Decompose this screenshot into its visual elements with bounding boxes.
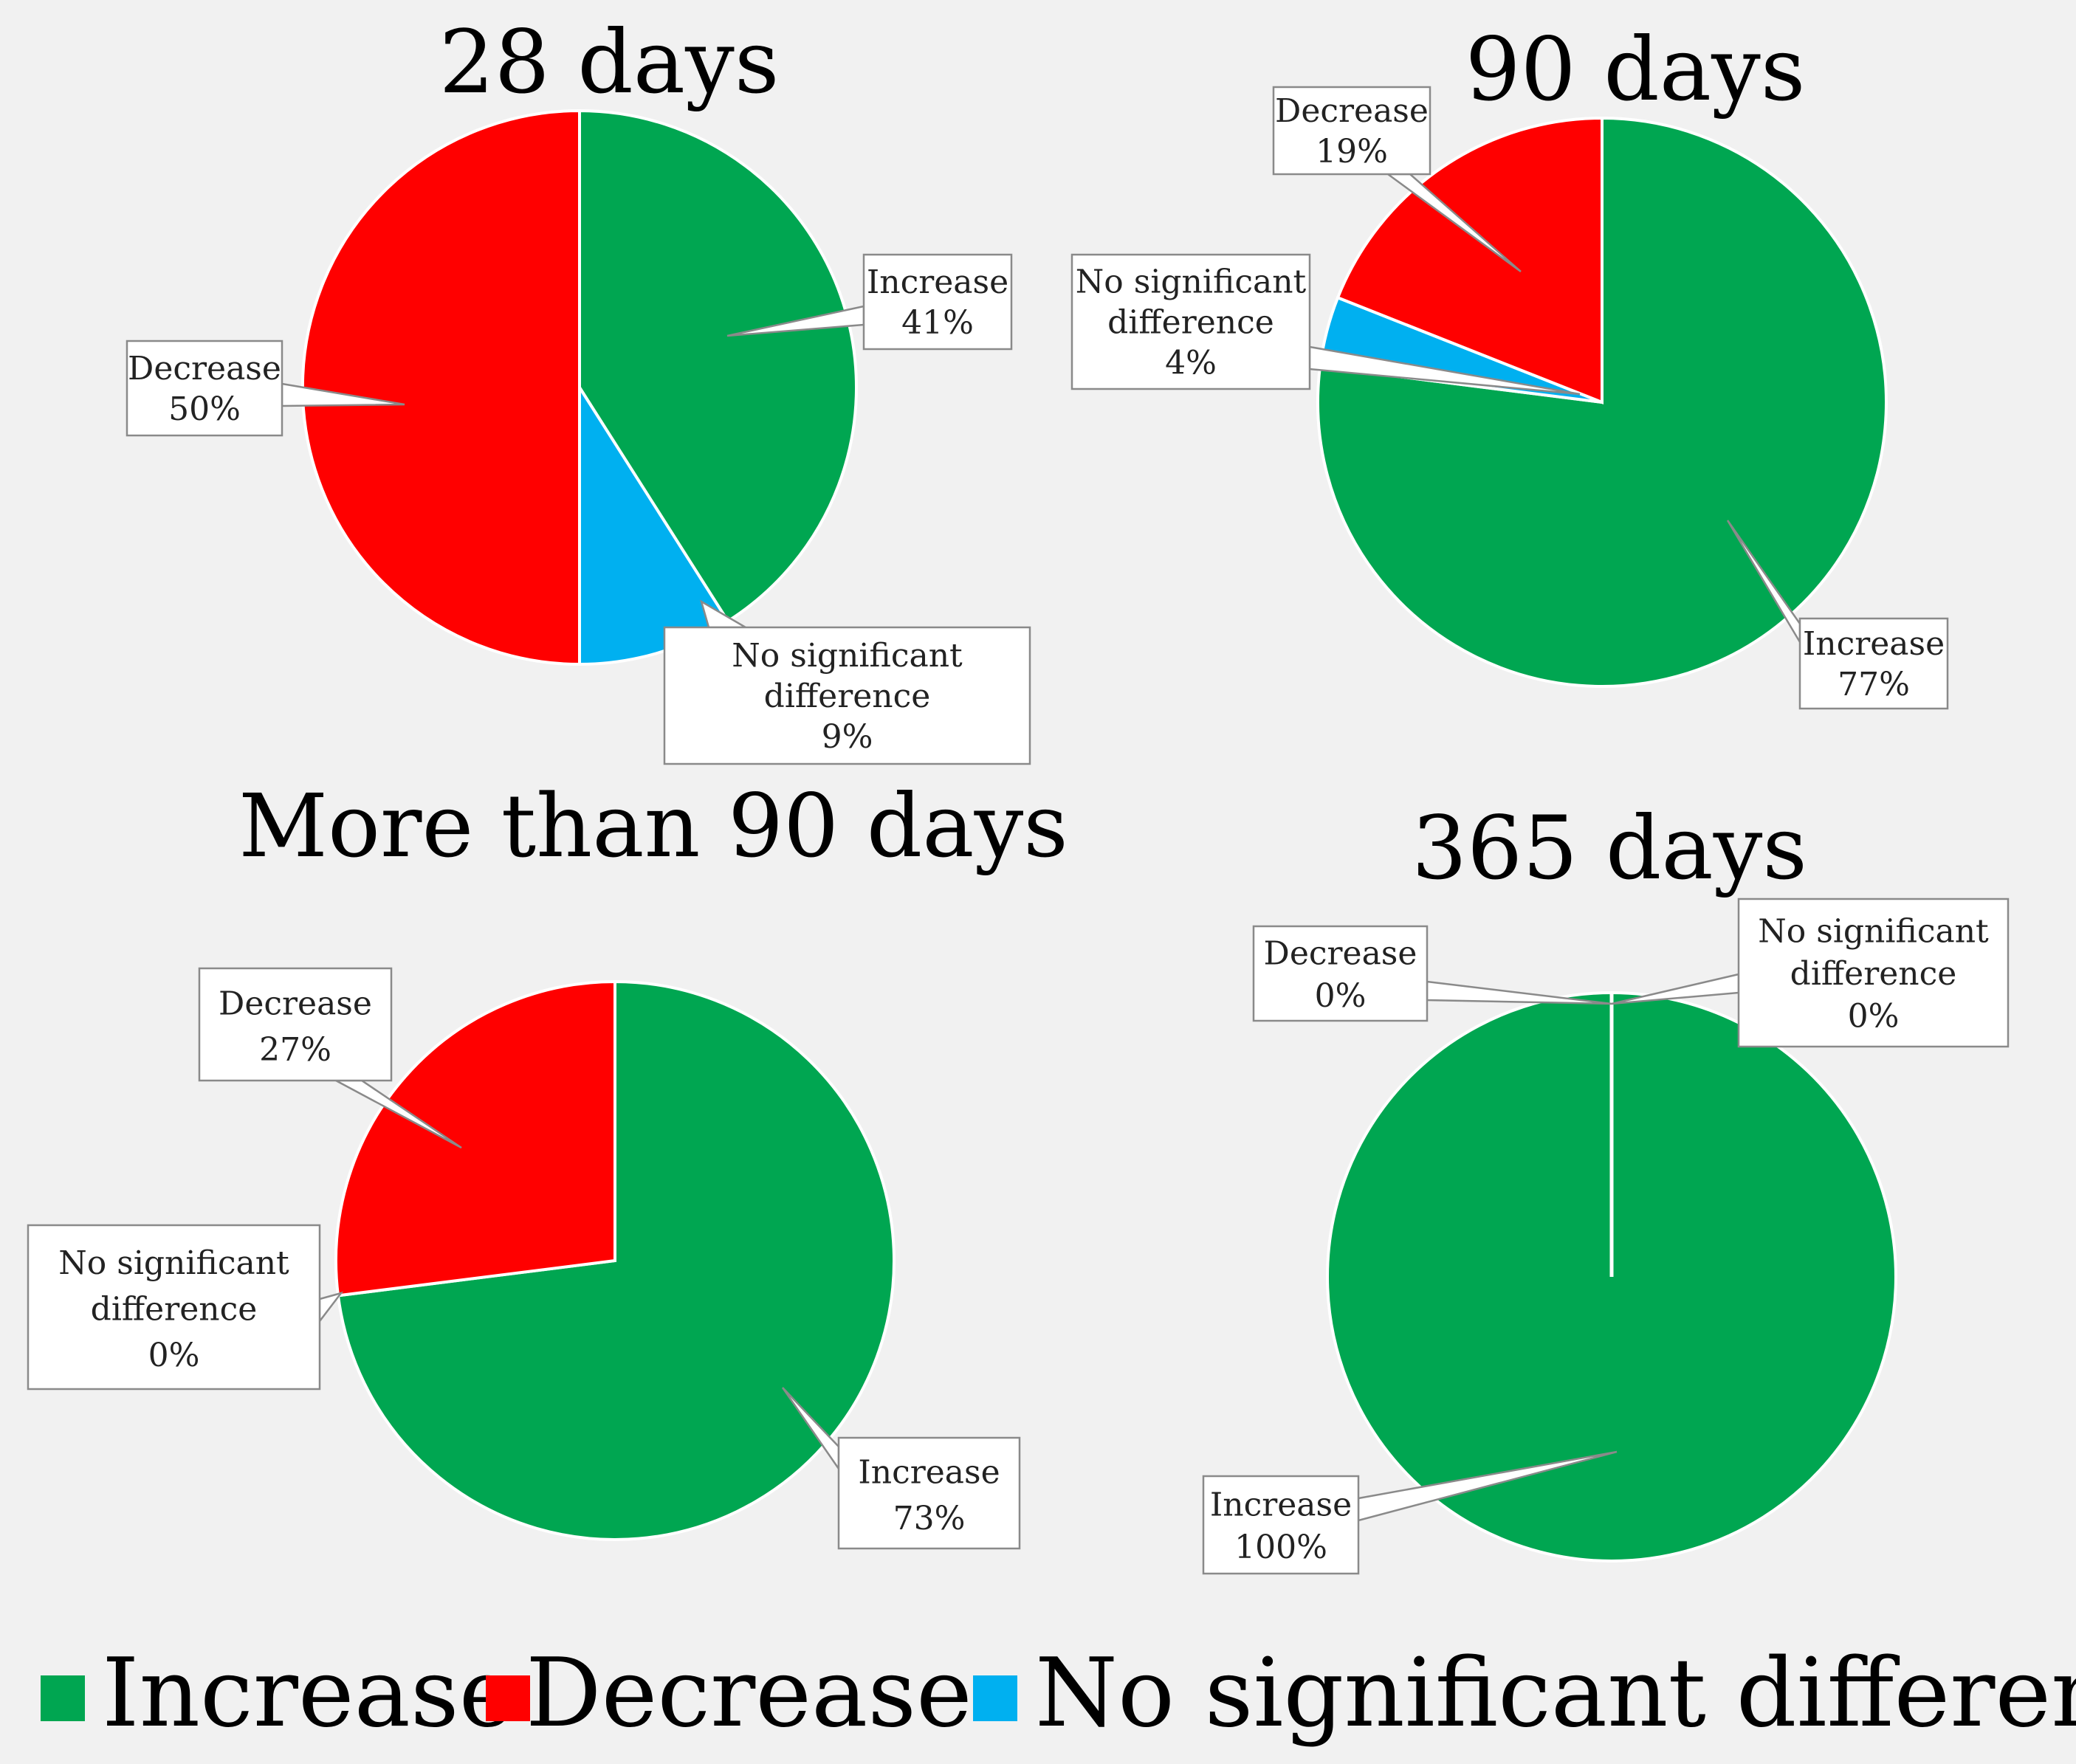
data-label-no-significant-difference: No significant difference 4% <box>1070 253 1581 396</box>
callout-box-fill <box>1740 900 2007 1045</box>
callout-pointer <box>318 1291 344 1324</box>
callout-text: Increase 73% <box>858 1453 1000 1537</box>
legend-item-increase: Increase <box>41 1639 515 1749</box>
data-label-increase: Increase 77% <box>1726 520 1949 710</box>
callout-box-fill <box>1801 620 1946 707</box>
pie-slice-decrease <box>1336 116 1604 404</box>
data-label-increase: Increase 41% <box>726 253 1013 351</box>
callout-text: No significant difference 0% <box>58 1244 289 1374</box>
callout-text: Decrease 50% <box>128 350 281 428</box>
legend-label: Increase <box>102 1639 515 1749</box>
pie-chart-28-days: 28 days Increase 41% No significant differen… <box>126 11 1031 765</box>
chart-title: 90 days <box>1465 18 1806 120</box>
data-label-no-significant-difference: No significant difference 0% <box>27 1224 344 1391</box>
legend-item-no-significant-difference: No significant difference <box>973 1639 2076 1749</box>
legend-label: Decrease <box>526 1639 972 1749</box>
data-label-decrease: Decrease 27% <box>198 967 462 1149</box>
chart-title: More than 90 days <box>238 775 1068 877</box>
callout-box-fill <box>840 1439 1018 1547</box>
callout-box-fill <box>1073 256 1308 387</box>
legend-swatch <box>41 1675 85 1721</box>
callout-text: No significant difference 9% <box>732 637 963 756</box>
chart-title: 28 days <box>439 11 780 113</box>
pie-chart-more-than-90-days: More than 90 days Increase 73% No significa… <box>27 775 1068 1550</box>
callout-box-fill <box>30 1227 318 1388</box>
callout-text: Decrease 0% <box>1264 934 1417 1015</box>
pie-chart-90-days: 90 days Increase 77% No significant differen… <box>1070 18 1949 710</box>
callout-box-fill <box>865 256 1010 348</box>
callout-text: No significant difference 4% <box>1076 263 1307 382</box>
data-label-increase: Increase 73% <box>781 1387 1021 1550</box>
legend-item-decrease: Decrease <box>486 1639 972 1749</box>
callout-text: Decrease 19% <box>1275 92 1429 170</box>
data-label-decrease: Decrease 19% <box>1272 86 1522 273</box>
charts-layer: 28 days Increase 41% No significant differen… <box>27 11 2010 1575</box>
callout-text: Increase 77% <box>1803 625 1945 703</box>
callout-text: Decrease 27% <box>219 985 372 1069</box>
callout-text: Increase 41% <box>867 263 1008 342</box>
callout-box-fill <box>1275 89 1429 173</box>
legend-swatch <box>973 1675 1017 1721</box>
data-label-decrease: Decrease 0% <box>1252 925 1612 1022</box>
data-label-increase: Increase 100% <box>1202 1450 1618 1575</box>
legend-label: No significant difference <box>1035 1639 2076 1749</box>
pie-chart-365-days: 365 days Increase 100% No significant differ… <box>1202 797 2010 1575</box>
pie-slice-decrease <box>301 108 581 666</box>
callout-text: Increase 100% <box>1210 1486 1352 1566</box>
callout-box-fill <box>1255 928 1426 1019</box>
callout-box-fill <box>201 970 390 1079</box>
data-label-no-significant-difference: No significant difference 0% <box>1611 897 2010 1048</box>
pie-slice-decrease <box>334 979 616 1298</box>
legend-swatch <box>486 1675 530 1721</box>
chart-title: 365 days <box>1412 797 1807 899</box>
callout-box-fill <box>1205 1478 1357 1572</box>
data-label-no-significant-difference: No significant difference 9% <box>663 599 1031 765</box>
callout-box-fill <box>128 342 281 434</box>
data-label-decrease: Decrease 50% <box>126 340 405 437</box>
callout-text: No significant difference 0% <box>1758 913 1989 1036</box>
callout-box-fill <box>666 629 1028 762</box>
